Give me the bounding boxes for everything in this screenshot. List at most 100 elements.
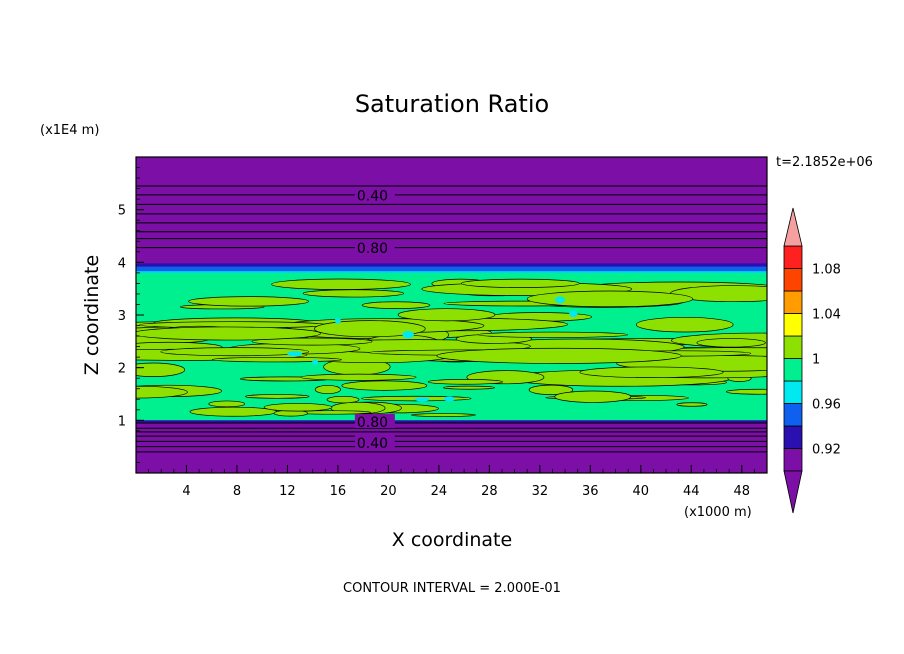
colorbar-label: 0.92 [812, 443, 841, 458]
upper-gradient-band [136, 266, 767, 273]
lower-dark-band [136, 420, 767, 423]
colorbar-segment [783, 245, 803, 269]
supersaturation-patch [271, 278, 411, 290]
x-tick-label: 36 [582, 484, 599, 499]
colorbar-label: 1.04 [812, 308, 841, 323]
contour-label: 0.80 [357, 415, 388, 431]
supersaturation-patch [528, 384, 574, 395]
supersaturation-patch [554, 390, 632, 403]
x-tick-label: 16 [330, 484, 347, 499]
y-tick-label: 4 [118, 256, 126, 271]
plot-area [136, 157, 767, 473]
supersaturation-patch [251, 337, 373, 346]
contour-labels: 0.40 0.80 0.80 0.40 [354, 187, 395, 452]
contour-label: 0.40 [357, 189, 388, 205]
chart-title: Saturation Ratio [355, 90, 549, 118]
y-axis-title: Z coordinate [81, 255, 103, 375]
supersaturation-patch [341, 380, 428, 391]
supersaturation-patch [302, 289, 404, 298]
colorbar-segment [783, 313, 803, 337]
colorbar-top-arrow [783, 207, 803, 247]
supersaturation-patch [263, 403, 333, 412]
supersaturation-patch [725, 388, 767, 395]
colorbar-segment [783, 268, 803, 292]
supersaturation-patch [397, 308, 496, 322]
contour-label-bg [354, 435, 395, 450]
y-tick-label: 2 [118, 362, 126, 377]
y-tick-label: 3 [118, 309, 126, 324]
y-unit-label: (x1E4 m) [40, 123, 99, 138]
subsaturation-pocket [402, 330, 415, 339]
supersaturation-patch [300, 373, 417, 381]
subsaturation-pocket [569, 310, 578, 318]
subsaturation-pocket [312, 359, 319, 366]
x-tick-label: 12 [279, 484, 296, 499]
colorbar-segment [783, 290, 803, 314]
colorbar-bottom-arrow [783, 470, 803, 514]
colorbar-label: 1 [812, 353, 820, 368]
colorbar-label: 1.08 [812, 263, 841, 278]
y-tick-label: 5 [118, 204, 126, 219]
x-tick-label: 8 [233, 484, 241, 499]
supersaturation-patch [211, 356, 342, 363]
subsaturation-pocket [414, 397, 430, 402]
supersaturation-patch [326, 395, 360, 404]
colorbar-segment [783, 380, 803, 404]
contour-label-bg [354, 413, 395, 428]
colorbar-segment [783, 358, 803, 382]
supersaturation-patch [461, 278, 580, 288]
x-axis-title: X coordinate [392, 529, 512, 551]
subsaturation-pocket [554, 296, 566, 304]
supersaturation-patch [160, 347, 310, 357]
contour-lines [136, 185, 767, 453]
colorbar-segment [783, 403, 803, 427]
y-tick-label: 1 [118, 414, 126, 429]
supersaturation-patch [436, 347, 682, 364]
upper-dark-band [136, 263, 767, 267]
supersaturation-patch [410, 413, 476, 417]
supersaturation-patch [136, 326, 321, 341]
colorbar-segment [783, 335, 803, 359]
x-tick-label: 24 [431, 484, 448, 499]
supersaturation-patch [526, 290, 694, 308]
x-unit-label: (x1000 m) [684, 505, 752, 520]
supersaturation-patch [136, 385, 188, 399]
supersaturation-patch [188, 296, 309, 307]
supersaturation-patch [427, 379, 503, 385]
x-tick-label: 20 [380, 484, 397, 499]
supersaturation-patch [696, 338, 766, 348]
supersaturation-patch [676, 402, 708, 407]
x-tick-label: 28 [481, 484, 498, 499]
x-axis: 4 8 12 16 20 24 28 32 36 40 44 48 [148, 465, 755, 499]
contour-label-bg [354, 187, 395, 202]
supersaturation-patch [208, 400, 246, 408]
x-tick-label: 4 [182, 484, 190, 499]
subsaturation-pocket [443, 396, 455, 402]
x-tick-label: 48 [733, 484, 750, 499]
supersaturation-patch [442, 385, 495, 390]
contour-interval-footer: CONTOUR INTERVAL = 2.000E-01 [343, 581, 561, 596]
x-tick-label: 40 [633, 484, 650, 499]
x-tick-label: 44 [683, 484, 700, 499]
supersaturation-patch [189, 406, 278, 417]
colorbar: 0.92 0.96 1 1.04 1.08 [783, 207, 841, 514]
supersaturation-patch [314, 385, 341, 395]
colorbar-segment [783, 425, 803, 449]
colorbar-label: 0.96 [812, 398, 841, 413]
supersaturation-patch [579, 366, 724, 379]
supersaturation-patch [635, 316, 734, 333]
time-label: t=2.1852e+06 [776, 155, 873, 170]
y-axis: 1 2 3 4 5 [118, 167, 144, 463]
supersaturation-patch [314, 320, 426, 338]
supersaturation-patch [245, 394, 310, 399]
supersaturation-patch [361, 301, 431, 309]
upper-cyan-band [136, 271, 767, 273]
supersaturation-patch [477, 331, 629, 338]
subsaturation-pocket [334, 317, 342, 324]
x-tick-label: 32 [532, 484, 549, 499]
contour-label: 0.80 [357, 241, 388, 257]
colorbar-segment [783, 448, 803, 472]
supersaturation-patch [136, 362, 186, 377]
subsaturation-pocket [286, 351, 303, 357]
